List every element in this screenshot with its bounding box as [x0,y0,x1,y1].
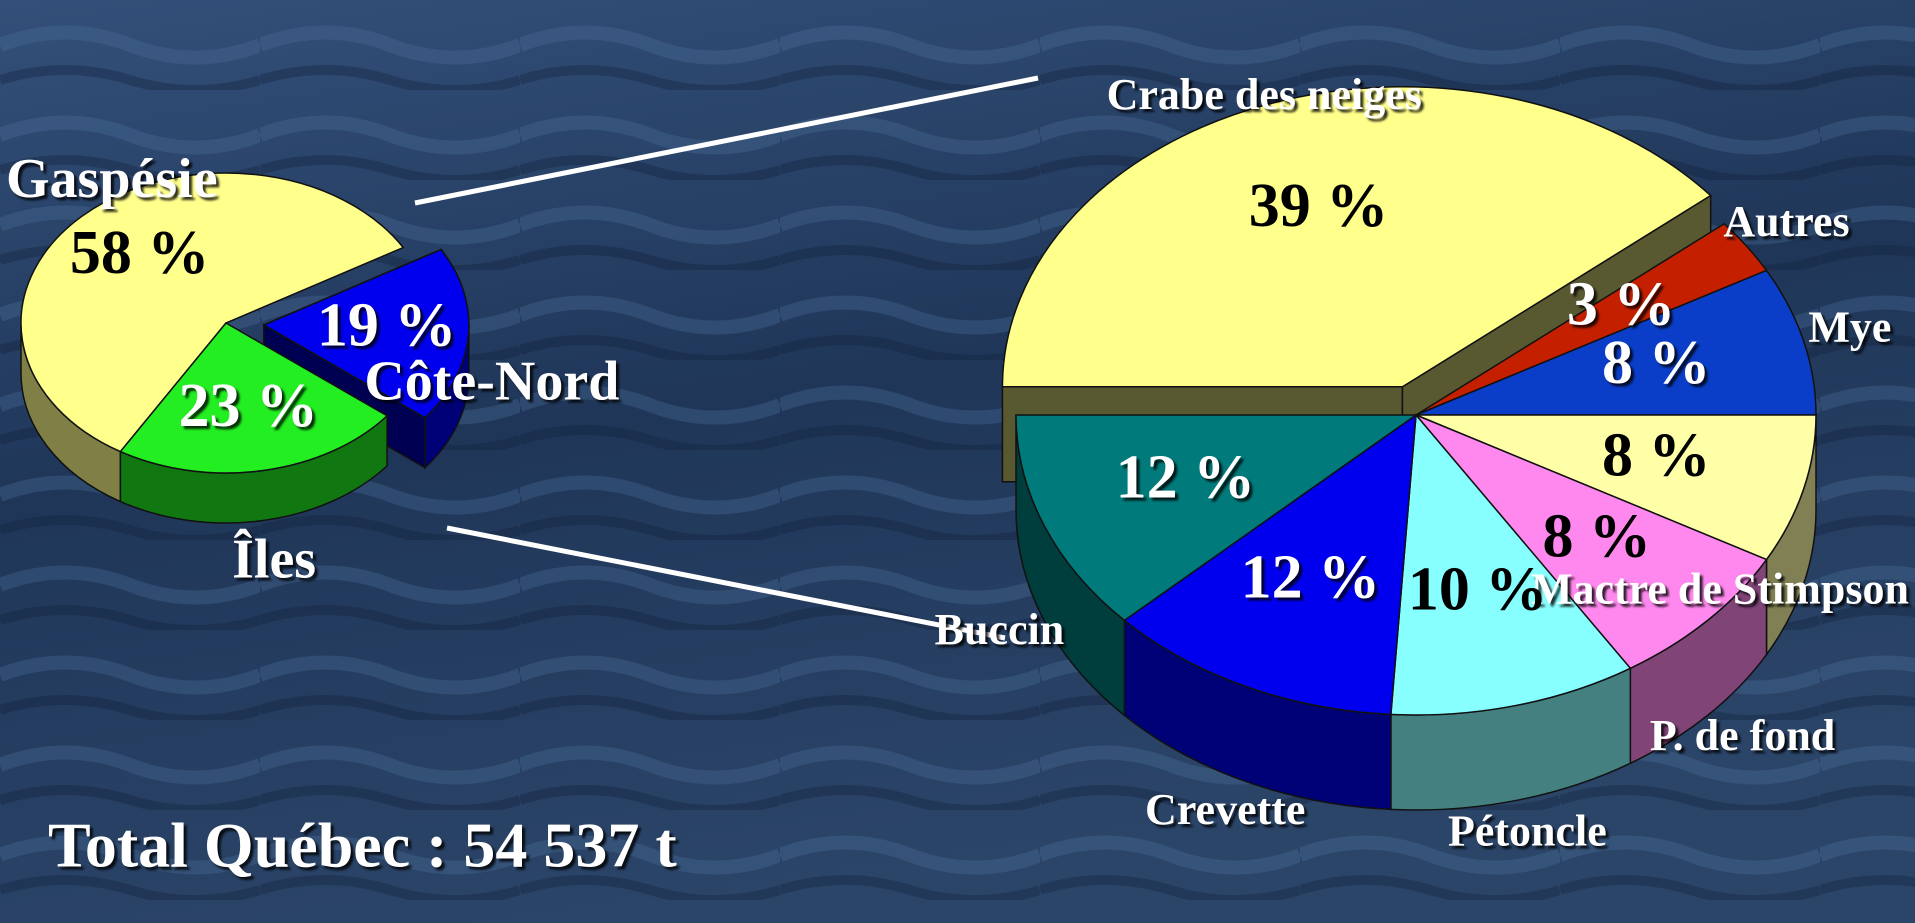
value-label: 23 % [178,372,318,440]
category-label: P. de fond [1650,711,1835,760]
pie-chart: 58 % Gaspésie 19 %Côte-Nord 23 % Îles [6,148,619,591]
category-label: Mye [1808,303,1891,352]
value-label: 10 % [1408,555,1548,623]
value-label: 8 % [1602,421,1711,489]
category-label: Îles [232,528,316,591]
pie-slice [1415,414,1768,670]
connector-line [446,525,1006,641]
pie-slice [262,248,470,419]
pie-slice [1415,414,1817,561]
pie-slice [1123,413,1417,716]
value-label: 39 % [1249,172,1389,240]
pie-slice [1001,86,1712,388]
pie-slice [20,172,405,453]
pie-slice [1015,414,1419,622]
category-label: Côte-Nord [364,350,619,412]
value-label: 58 % [70,219,210,287]
value-label: 3 % [1567,271,1676,339]
category-label: Pétoncle [1448,807,1607,856]
value-label: 8 % [1543,503,1652,571]
category-label: Buccin [935,605,1065,654]
pie-slice [119,322,389,474]
total-annotation: Total Québec : 54 537 t [48,810,677,881]
pie-slice [1415,269,1817,416]
value-label: 8 % [1602,329,1711,397]
category-label: Gaspésie [6,148,218,210]
category-label: Mactre de Stimpson [1531,565,1909,614]
value-label: 12 % [1241,544,1381,612]
charts: 58 % Gaspésie 19 %Côte-Nord 23 % Îles 39 % Cra… [6,70,1909,856]
category-label: Crevette [1145,785,1305,834]
category-label: Crabe des neiges [1107,70,1422,119]
value-label: 12 % [1116,444,1256,512]
pie-slice [1390,413,1632,716]
connector-line [414,75,1039,206]
value-label: 19 % [317,291,457,359]
category-label: Autres [1723,197,1849,246]
